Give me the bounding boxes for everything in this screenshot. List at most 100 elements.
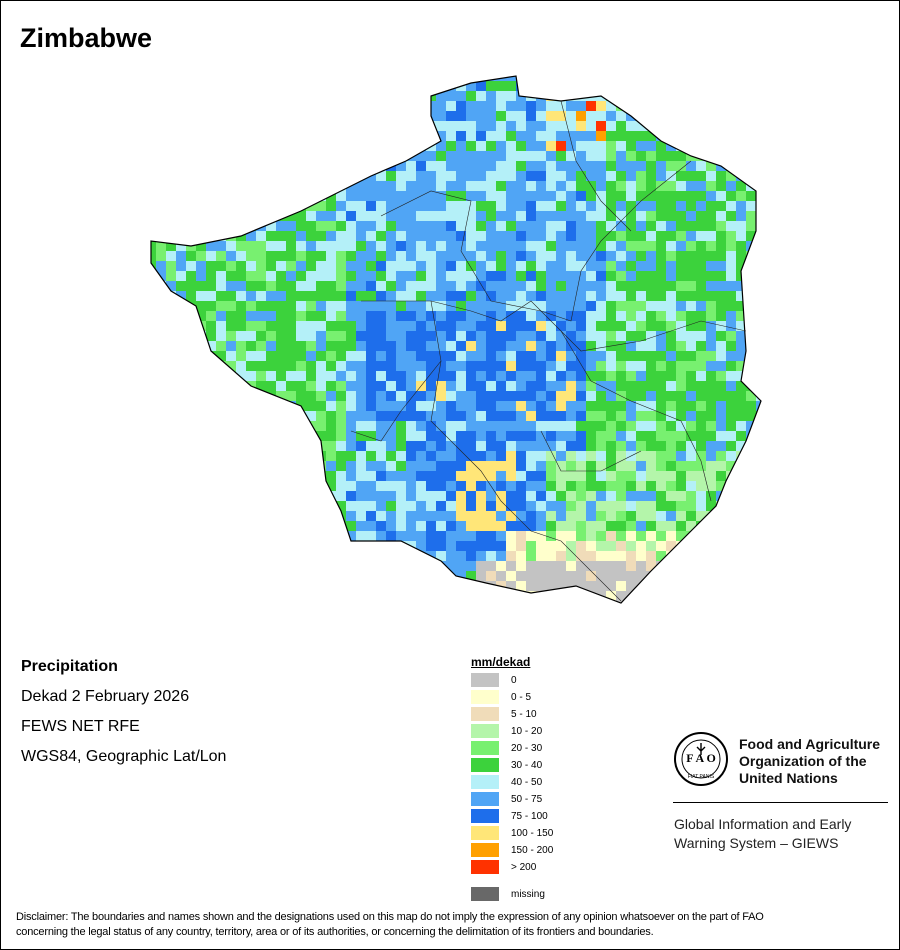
rainfall-cell [216,501,226,511]
rainfall-cell [566,471,576,481]
rainfall-cell [386,351,396,361]
rainfall-cell [686,131,696,141]
rainfall-cell [206,331,216,341]
rainfall-cell [216,421,226,431]
rainfall-cell [586,221,596,231]
rainfall-cell [496,261,506,271]
rainfall-cell [746,561,756,571]
rainfall-cell [186,76,196,81]
rainfall-cell [566,191,576,201]
rainfall-cell [306,581,316,591]
rainfall-cell [556,501,566,511]
rainfall-cell [526,321,536,331]
rainfall-cell [436,401,446,411]
rainfall-cell [556,581,566,591]
rainfall-cell [406,91,416,101]
rainfall-cell [576,571,586,581]
rainfall-cell [476,251,486,261]
rainfall-cell [276,601,286,603]
rainfall-cell [316,211,326,221]
rainfall-cell [576,341,586,351]
rainfall-cell [196,461,206,471]
rainfall-cell [756,91,761,101]
rainfall-cell [226,531,236,541]
rainfall-cell [166,391,176,401]
rainfall-cell [496,301,506,311]
rainfall-cell [286,251,296,261]
rainfall-cell [506,481,516,491]
rainfall-cell [456,451,466,461]
rainfall-cell [536,351,546,361]
legend-swatch [471,887,499,901]
rainfall-cell [226,271,236,281]
rainfall-cell [376,541,386,551]
rainfall-cell [446,151,456,161]
rainfall-cell [686,241,696,251]
rainfall-cell [546,311,556,321]
rainfall-cell [636,561,646,571]
rainfall-cell [356,76,366,81]
rainfall-cell [236,391,246,401]
rainfall-cell [476,411,486,421]
rainfall-cell [606,591,616,601]
rainfall-cell [246,351,256,361]
rainfall-cell [646,581,656,591]
rainfall-cell [486,491,496,501]
rainfall-cell [586,551,596,561]
rainfall-cell [366,231,376,241]
rainfall-cell [686,221,696,231]
rainfall-cell [716,221,726,231]
rainfall-cell [506,391,516,401]
rainfall-cell [276,471,286,481]
rainfall-cell [151,111,156,121]
rainfall-cell [186,261,196,271]
rainfall-cell [406,251,416,261]
rainfall-cell [366,451,376,461]
rainfall-cell [506,471,516,481]
rainfall-cell [396,141,406,151]
rainfall-cell [646,211,656,221]
rainfall-cell [746,291,756,301]
rainfall-cell [456,471,466,481]
rainfall-cell [496,91,506,101]
rainfall-cell [496,421,506,431]
rainfall-cell [186,91,196,101]
rainfall-cell [676,601,686,603]
rainfall-cell [236,321,246,331]
rainfall-cell [306,121,316,131]
rainfall-cell [376,301,386,311]
rainfall-cell [656,131,666,141]
rainfall-cell [166,221,176,231]
rainfall-cell [506,241,516,251]
rainfall-cell [176,331,186,341]
rainfall-cell [286,261,296,271]
rainfall-cell [166,341,176,351]
rainfall-cell [706,571,716,581]
rainfall-cell [276,511,286,521]
rainfall-cell [636,531,646,541]
rainfall-cell [726,531,736,541]
legend-swatch [471,673,499,687]
rainfall-cell [536,271,546,281]
rainfall-cell [406,221,416,231]
rainfall-cell [566,231,576,241]
rainfall-cell [376,91,386,101]
rainfall-cell [506,181,516,191]
rainfall-cell [156,201,166,211]
rainfall-cell [186,411,196,421]
rainfall-cell [536,461,546,471]
rainfall-cell [716,431,726,441]
rainfall-cell [506,431,516,441]
rainfall-cell [176,411,186,421]
rainfall-cell [396,161,406,171]
rainfall-cell [216,401,226,411]
rainfall-cell [266,181,276,191]
rainfall-cell [746,81,756,91]
rainfall-cell [416,471,426,481]
rainfall-cell [476,291,486,301]
rainfall-cell [516,591,526,601]
rainfall-cell [176,471,186,481]
rainfall-cell [466,421,476,431]
rainfall-cell [616,461,626,471]
rainfall-cell [536,231,546,241]
